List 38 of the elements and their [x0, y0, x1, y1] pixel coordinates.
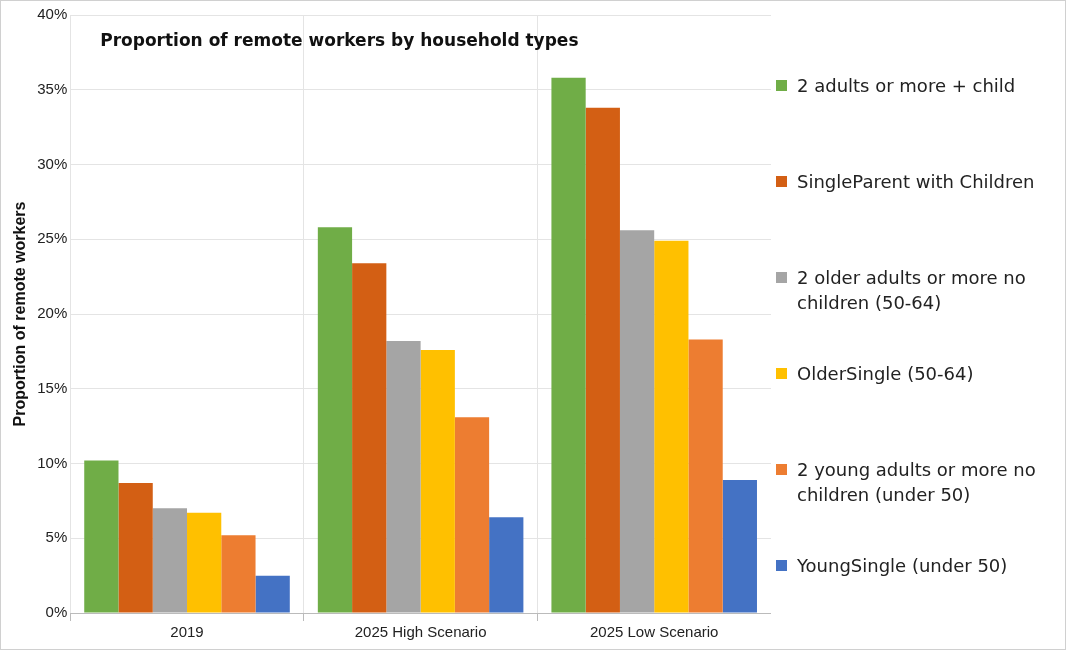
bar	[688, 339, 723, 613]
legend-label: YoungSingle (under 50)	[797, 554, 1008, 578]
y-tick-label: 35%	[37, 79, 68, 97]
bar	[585, 107, 620, 613]
y-tick-label: 30%	[37, 154, 68, 172]
bar	[352, 263, 387, 613]
x-tick-label: 2019	[170, 623, 204, 641]
y-axis-title: Proportion of remote workers	[11, 201, 29, 427]
bar	[489, 517, 524, 613]
bar	[386, 340, 421, 613]
y-tick-label: 5%	[45, 528, 68, 546]
bar	[420, 349, 455, 613]
bar	[551, 77, 586, 613]
bar	[255, 575, 290, 613]
y-tick-label: 20%	[37, 304, 68, 322]
bar	[187, 512, 222, 613]
bar	[619, 230, 655, 613]
legend-label: SingleParent with Children	[797, 170, 1035, 194]
bar	[317, 227, 353, 613]
legend-label: 2 adults or more + child	[797, 74, 1016, 98]
y-tick-label: 15%	[37, 378, 68, 396]
text: Proportion of remote workers by household types	[100, 29, 579, 50]
y-tick-label: 40%	[37, 5, 68, 23]
legend-label: 2 young adults or more no children (under 50)	[797, 458, 1037, 507]
x-tick-label: 2025 Low Scenario	[589, 623, 719, 641]
x-tick-label: 2025 High Scenario	[354, 623, 487, 641]
bar	[221, 535, 256, 613]
bar	[454, 417, 490, 613]
legend-label: 2 older adults or more no children (50-64)	[797, 266, 1027, 315]
bar	[152, 508, 188, 613]
bar	[654, 240, 689, 613]
bar	[118, 482, 153, 613]
bar	[84, 460, 119, 613]
legend-label: OlderSingle (50-64)	[797, 362, 974, 386]
y-tick-label: 10%	[37, 453, 68, 471]
bar	[722, 479, 757, 613]
y-tick-label: 0%	[45, 603, 68, 621]
y-tick-label: 25%	[37, 229, 68, 247]
